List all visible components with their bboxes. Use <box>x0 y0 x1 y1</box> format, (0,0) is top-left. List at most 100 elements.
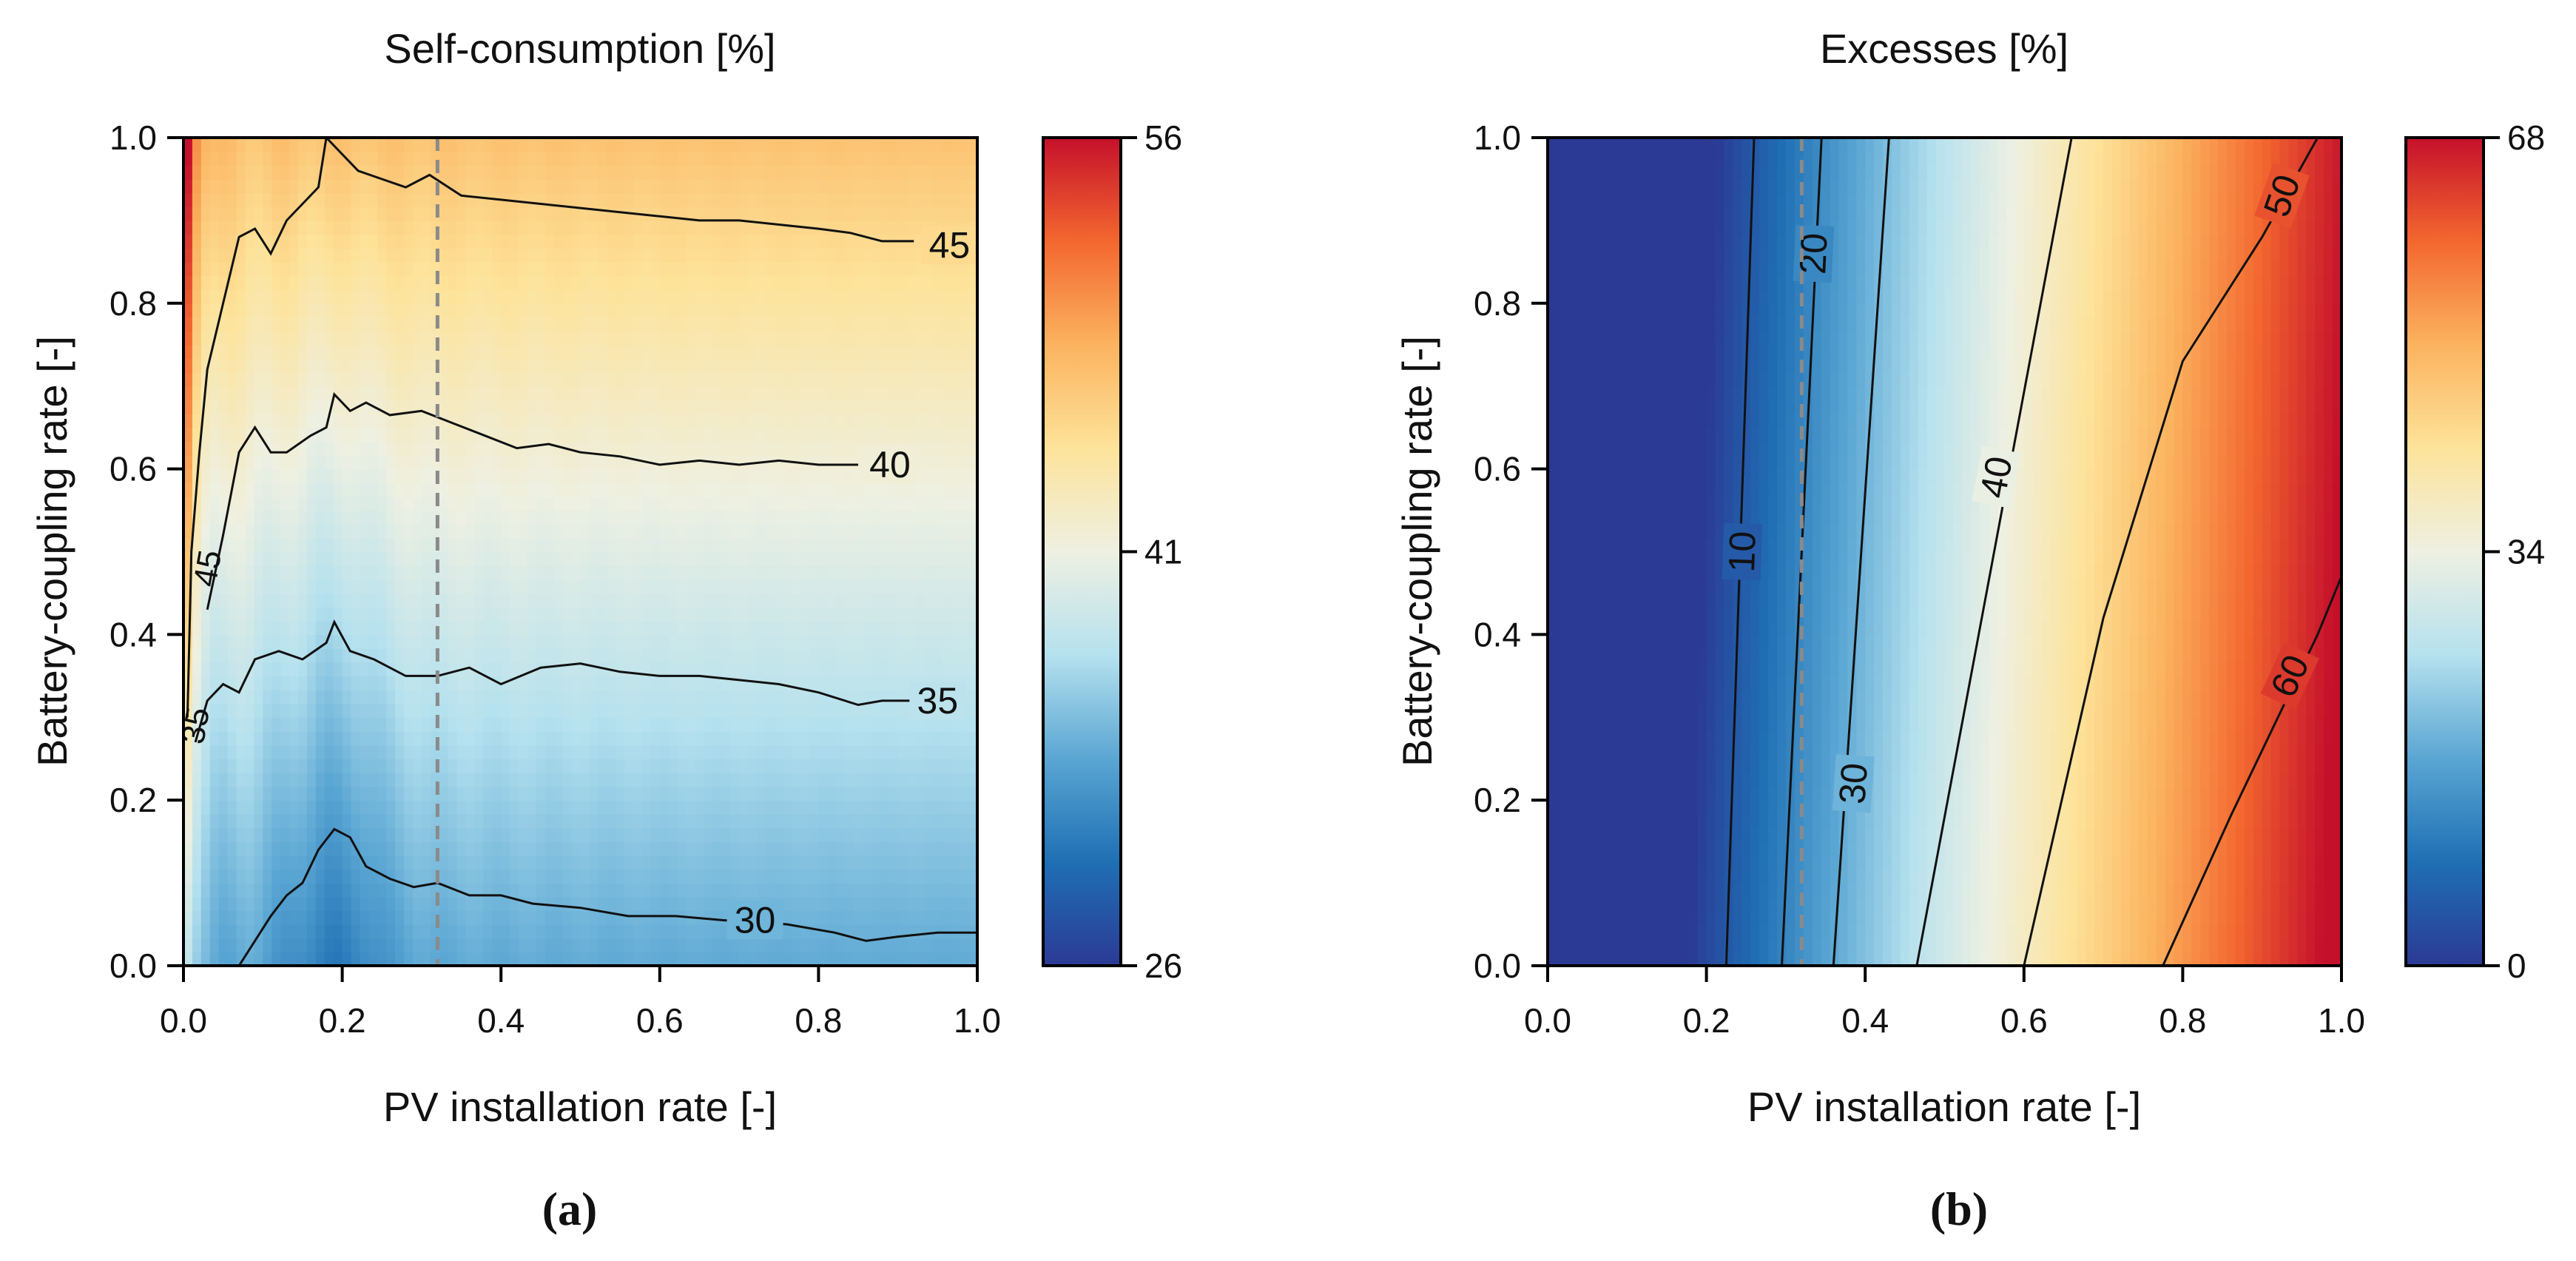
heatmap-cell <box>360 138 370 152</box>
heatmap-cell <box>404 344 414 360</box>
heatmap-cell <box>395 703 405 719</box>
heatmap-cell <box>306 827 317 842</box>
heatmap-cell <box>897 579 908 594</box>
heatmap-cell <box>227 648 237 663</box>
heatmap-cell <box>439 759 449 773</box>
heatmap-cell <box>227 165 237 180</box>
heatmap-cell <box>315 648 326 663</box>
heatmap-cell <box>280 910 290 925</box>
heatmap-cell <box>854 303 863 318</box>
heatmap-cell <box>342 482 352 497</box>
heatmap-cell <box>633 938 643 953</box>
heatmap-cell <box>756 400 766 414</box>
heatmap-cell <box>854 414 863 428</box>
heatmap-cell <box>783 482 793 497</box>
heatmap-cell <box>721 869 731 884</box>
heatmap-cell <box>562 883 573 898</box>
heatmap-cell <box>280 662 290 677</box>
heatmap-cell <box>633 952 643 966</box>
heatmap-cell <box>351 565 361 580</box>
heatmap-cell <box>395 690 405 705</box>
heatmap-cell <box>510 275 519 290</box>
heatmap-cell <box>236 717 246 732</box>
heatmap-cell <box>677 331 687 346</box>
heatmap-cell <box>668 496 678 511</box>
heatmap-cell <box>695 759 705 773</box>
heatmap-cell <box>871 372 881 387</box>
heatmap-cell <box>200 800 211 815</box>
heatmap-cell <box>756 151 766 167</box>
heatmap-cell <box>607 524 616 539</box>
heatmap-cell <box>492 772 502 787</box>
heatmap-cell <box>686 703 696 719</box>
heatmap-cell <box>686 358 696 373</box>
heatmap-cell <box>863 551 872 566</box>
heatmap-cell <box>386 372 396 387</box>
heatmap-cell <box>616 827 625 842</box>
heatmap-cell <box>404 841 414 856</box>
heatmap-cell <box>783 855 793 870</box>
heatmap-cell <box>880 634 890 649</box>
heatmap-cell <box>289 496 299 511</box>
heatmap-cell <box>245 938 255 953</box>
heatmap-cell <box>712 551 723 566</box>
heatmap-cell <box>333 938 343 953</box>
heatmap-cell <box>897 358 908 373</box>
heatmap-cell <box>412 386 422 401</box>
heatmap-cell <box>571 400 581 414</box>
heatmap-cell <box>650 841 661 856</box>
heatmap-cell <box>544 317 555 332</box>
heatmap-cell <box>677 303 687 318</box>
heatmap-cell <box>765 206 775 221</box>
heatmap-cell <box>818 496 829 511</box>
heatmap-cell <box>474 482 485 497</box>
heatmap-cell <box>306 786 317 801</box>
heatmap-cell <box>748 206 758 221</box>
heatmap-cell <box>483 924 493 939</box>
heatmap-cell <box>254 690 264 705</box>
heatmap-cell <box>765 662 775 677</box>
heatmap-cell <box>218 924 229 939</box>
heatmap-cell <box>783 248 793 263</box>
heatmap-cell <box>368 717 379 732</box>
heatmap-cell <box>616 496 625 511</box>
heatmap-cell <box>863 841 872 856</box>
heatmap-cell <box>624 317 634 332</box>
heatmap-cell <box>368 510 379 525</box>
heatmap-cell <box>404 496 414 511</box>
heatmap-cell <box>889 400 899 414</box>
heatmap-cell <box>474 952 485 966</box>
heatmap-cell <box>668 620 678 636</box>
heatmap-cell <box>800 813 811 829</box>
heatmap-cell <box>906 289 917 304</box>
heatmap-cell <box>695 358 705 373</box>
heatmap-cell <box>712 730 723 746</box>
heatmap-cell <box>800 344 811 360</box>
heatmap-cell <box>607 331 616 346</box>
heatmap-cell <box>368 496 379 511</box>
heatmap-cell <box>227 372 237 387</box>
heatmap-cell <box>209 303 220 318</box>
heatmap-cell <box>616 579 625 594</box>
heatmap-cell <box>483 744 493 760</box>
heatmap-cell <box>368 289 379 304</box>
heatmap-cell <box>280 800 290 815</box>
heatmap-cell <box>792 400 802 414</box>
heatmap-cell <box>589 800 599 815</box>
heatmap-cell <box>836 165 846 180</box>
heatmap-cell <box>871 827 881 842</box>
heatmap-cell <box>536 178 546 194</box>
heatmap-cell <box>854 634 863 649</box>
heatmap-cell <box>404 744 414 760</box>
heatmap-cell <box>633 910 643 925</box>
heatmap-cell <box>668 703 678 719</box>
heatmap-cell <box>510 468 519 484</box>
heatmap-cell <box>209 703 220 719</box>
heatmap-cell <box>236 331 246 346</box>
heatmap-cell <box>650 165 661 180</box>
heatmap-cell <box>236 165 246 180</box>
heatmap-cell <box>827 234 837 249</box>
heatmap-cell <box>245 344 255 360</box>
heatmap-cell <box>704 869 714 884</box>
heatmap-cell <box>501 482 510 497</box>
